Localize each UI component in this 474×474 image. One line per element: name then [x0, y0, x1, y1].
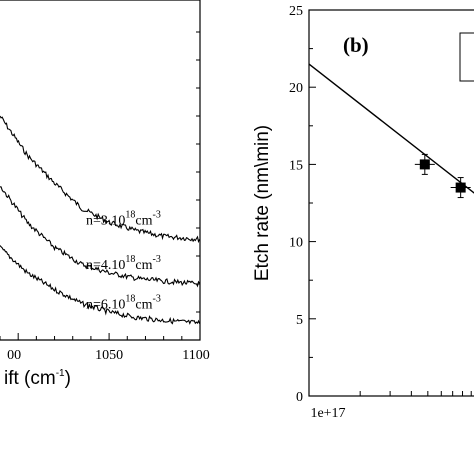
data-point	[414, 153, 435, 175]
spectrum-line	[0, 115, 201, 244]
fit-line	[308, 63, 474, 194]
y-tick-label: 20	[289, 81, 303, 96]
y-tick-label: 15	[289, 158, 303, 173]
x-tick-label: 00	[7, 348, 21, 363]
panel-b-label: (b)	[343, 33, 369, 57]
spectrum-line	[0, 245, 201, 325]
x-tick-label: 1050	[95, 348, 123, 363]
panel-b-y-axis-label: Etch rate (nm\min)	[252, 125, 273, 281]
y-tick-label: 0	[296, 390, 303, 405]
series-label: n=3.1018cm-3	[86, 209, 161, 228]
panel-a-annotations: n=3.1018cm-3 n=4.1018cm-3 n=6.1018cm-3	[86, 209, 161, 312]
data-point	[450, 177, 471, 199]
series-label: n=4.1018cm-3	[86, 254, 161, 273]
x-tick-label: 1100	[182, 348, 209, 363]
y-tick-label: 5	[296, 313, 303, 328]
series-label: n=6.1018cm-3	[86, 293, 161, 312]
y-tick-label: 25	[289, 4, 303, 19]
panel-b-frame	[308, 9, 474, 397]
panel-a-frame	[0, 0, 201, 341]
panel-a-curves	[0, 115, 201, 325]
panel-b-etch-rate: 0 5 10 15 20 25 1e+17 (b) Etch rate (nm\min)	[252, 4, 474, 421]
panel-a-ticks: 00 1050 1100	[0, 31, 210, 363]
panel-a-x-axis-label: ift (cm-1)	[4, 368, 71, 389]
panel-b-ticks: 0 5 10 15 20 25 1e+17	[289, 4, 472, 421]
y-tick-label: 10	[289, 236, 303, 251]
panel-a-raman-spectra: 00 1050 1100 n=3.1018cm-3 n=4.1018cm-3 n=6.1…	[0, 0, 210, 389]
panel-b-legend-box	[459, 32, 474, 82]
x-tick-label: 1e+17	[310, 406, 345, 421]
spectrum-line	[0, 186, 201, 288]
panel-b-plot	[308, 63, 474, 199]
